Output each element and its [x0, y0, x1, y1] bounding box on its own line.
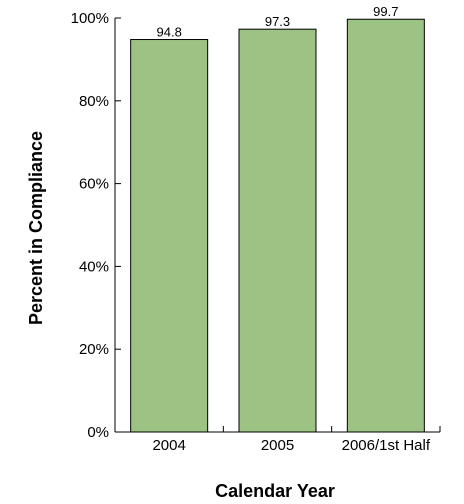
- x-tick-label: 2005: [261, 437, 294, 454]
- x-axis-tick-labels: 2004 2005 2006/1st Half: [152, 437, 430, 454]
- y-tick-label: 20%: [79, 341, 109, 358]
- y-tick-label: 40%: [79, 258, 109, 275]
- bar-value-label: 99.7: [373, 4, 398, 19]
- axes: [114, 18, 441, 433]
- bar: [238, 28, 317, 433]
- bar-value-label: 97.3: [265, 14, 290, 29]
- x-axis-title: Calendar Year: [215, 481, 335, 501]
- x-tick-label: 2004: [152, 437, 185, 454]
- x-tick-label: 2006/1st Half: [342, 437, 431, 454]
- y-tick-label: 60%: [79, 176, 109, 193]
- bar: [130, 39, 209, 433]
- y-tick-label: 0%: [87, 424, 109, 441]
- bar: [346, 18, 425, 433]
- data-labels: 94.8 97.3 99.7: [157, 4, 399, 39]
- y-axis-ticks: 0% 20% 40% 60% 80% 100%: [71, 10, 121, 441]
- bars: [130, 18, 425, 433]
- y-tick-label: 100%: [71, 10, 109, 27]
- bar-value-label: 94.8: [157, 25, 182, 40]
- y-axis-title: Percent in Compliance: [26, 131, 46, 325]
- y-tick-label: 80%: [79, 93, 109, 110]
